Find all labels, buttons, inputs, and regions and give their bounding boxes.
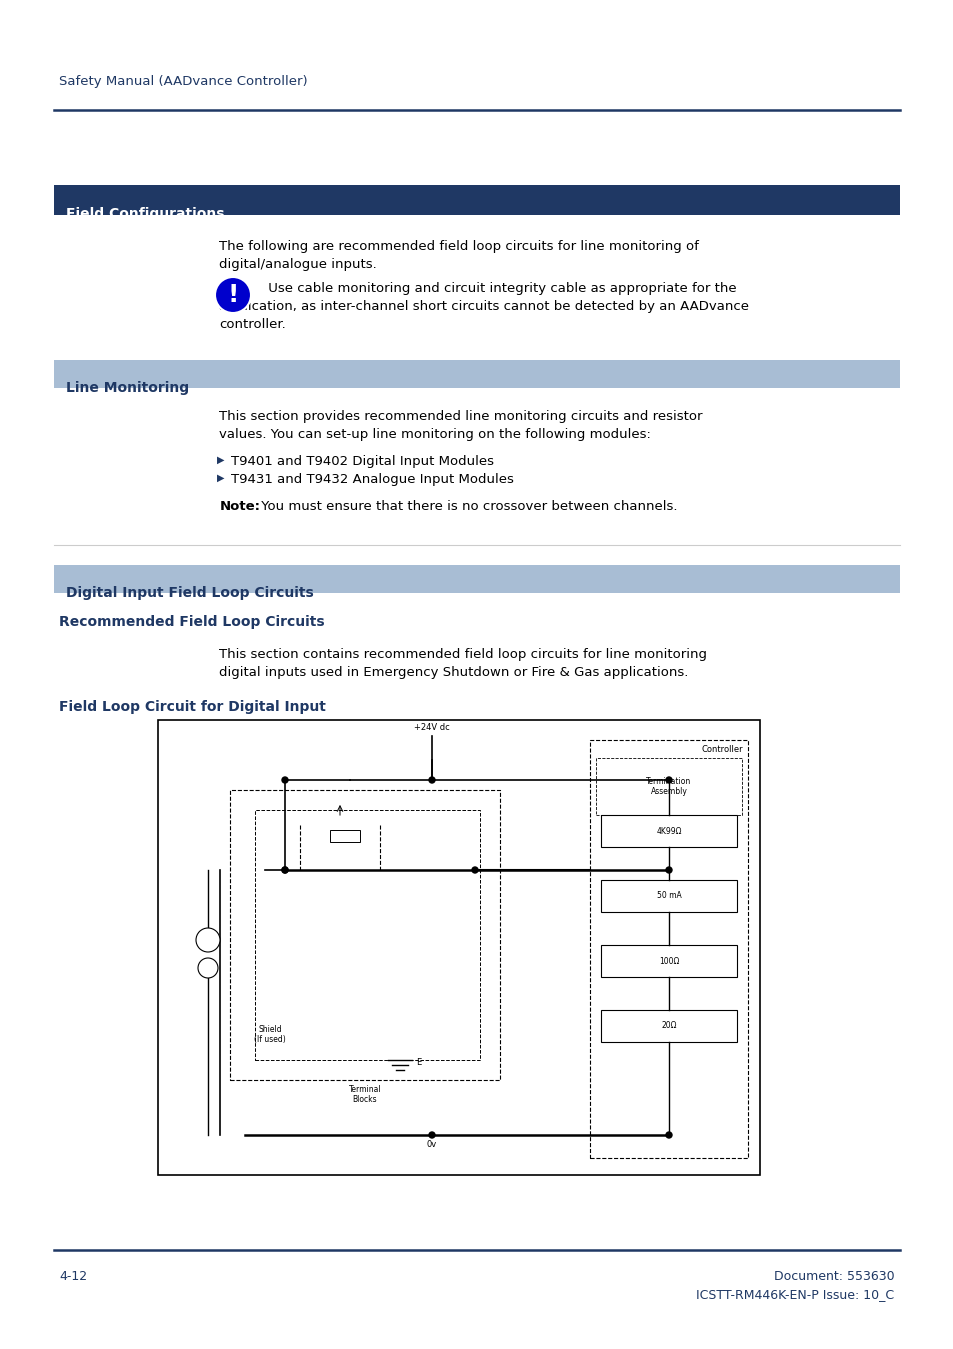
Circle shape: [198, 958, 218, 978]
Text: ▶: ▶: [217, 473, 225, 483]
Bar: [54, 360, 899, 389]
Text: +24V dc: +24V dc: [414, 723, 450, 733]
Bar: [54, 185, 899, 214]
Text: Line Monitoring: Line Monitoring: [67, 380, 190, 395]
Text: Shield
(If used): Shield (If used): [253, 1025, 286, 1044]
Text: Use cable monitoring and circuit integrity cable as appropriate for the: Use cable monitoring and circuit integri…: [264, 282, 737, 295]
Circle shape: [429, 1132, 435, 1139]
Text: This section contains recommended field loop circuits for line monitoring: This section contains recommended field …: [219, 648, 707, 661]
Bar: [589, 741, 747, 1157]
Circle shape: [214, 277, 251, 313]
Text: E: E: [416, 1058, 421, 1067]
Bar: [600, 946, 737, 977]
Text: T9401 and T9402 Digital Input Modules: T9401 and T9402 Digital Input Modules: [232, 455, 494, 468]
Text: T9431 and T9432 Analogue Input Modules: T9431 and T9432 Analogue Input Modules: [232, 473, 514, 486]
Circle shape: [665, 777, 671, 782]
Text: 50 mA: 50 mA: [656, 892, 680, 901]
Bar: [54, 565, 899, 594]
Text: 100Ω: 100Ω: [659, 956, 679, 966]
Text: Termination
Assembly: Termination Assembly: [646, 777, 691, 796]
Circle shape: [472, 867, 477, 873]
Text: application, as inter-channel short circuits cannot be detected by an AADvance: application, as inter-channel short circ…: [219, 299, 749, 313]
Text: Field Loop Circuit for Digital Input: Field Loop Circuit for Digital Input: [59, 700, 326, 714]
Text: Controller: Controller: [700, 745, 742, 754]
Text: controller.: controller.: [219, 318, 286, 331]
Bar: [330, 830, 359, 842]
Text: 0v: 0v: [426, 1140, 436, 1149]
Bar: [230, 791, 499, 1081]
Bar: [596, 758, 741, 815]
Text: This section provides recommended line monitoring circuits and resistor: This section provides recommended line m…: [219, 410, 702, 424]
Text: Digital Input Field Loop Circuits: Digital Input Field Loop Circuits: [67, 585, 314, 600]
Text: ICSTT-RM446K-EN-P Issue: 10_C: ICSTT-RM446K-EN-P Issue: 10_C: [696, 1288, 894, 1300]
Text: 4K99Ω: 4K99Ω: [656, 827, 681, 835]
Bar: [600, 1010, 737, 1041]
Text: Note:: Note:: [219, 500, 260, 513]
Circle shape: [282, 777, 288, 782]
Text: Terminal
Blocks: Terminal Blocks: [349, 1085, 381, 1105]
Text: The following are recommended field loop circuits for line monitoring of: The following are recommended field loop…: [219, 240, 699, 254]
Bar: [600, 815, 737, 847]
Text: digital inputs used in Emergency Shutdown or Fire & Gas applications.: digital inputs used in Emergency Shutdow…: [219, 666, 688, 679]
Bar: [600, 880, 737, 912]
Text: Safety Manual (AADvance Controller): Safety Manual (AADvance Controller): [59, 76, 308, 88]
Text: digital/analogue inputs.: digital/analogue inputs.: [219, 258, 376, 271]
Circle shape: [665, 867, 671, 873]
Text: !: !: [227, 283, 238, 308]
Bar: [254, 809, 479, 1060]
Text: Document: 553630: Document: 553630: [773, 1269, 894, 1283]
Text: 20Ω: 20Ω: [660, 1021, 676, 1031]
Circle shape: [429, 777, 435, 782]
Bar: [158, 720, 760, 1175]
Text: ▶: ▶: [217, 455, 225, 465]
Text: 4-12: 4-12: [59, 1269, 88, 1283]
Text: values. You can set-up line monitoring on the following modules:: values. You can set-up line monitoring o…: [219, 428, 651, 441]
Circle shape: [195, 928, 220, 952]
Text: You must ensure that there is no crossover between channels.: You must ensure that there is no crossov…: [257, 500, 678, 513]
Text: Recommended Field Loop Circuits: Recommended Field Loop Circuits: [59, 615, 325, 629]
Circle shape: [282, 867, 288, 873]
Circle shape: [282, 867, 288, 873]
Text: Field Configurations: Field Configurations: [67, 206, 225, 221]
Circle shape: [665, 1132, 671, 1139]
